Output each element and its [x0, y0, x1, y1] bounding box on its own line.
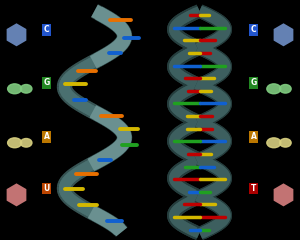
Polygon shape: [274, 23, 293, 46]
Polygon shape: [7, 183, 26, 206]
Ellipse shape: [8, 138, 22, 148]
Text: G: G: [250, 78, 256, 87]
Polygon shape: [7, 23, 26, 46]
Text: A: A: [44, 132, 50, 141]
Ellipse shape: [267, 138, 281, 148]
Ellipse shape: [280, 84, 291, 93]
Ellipse shape: [280, 138, 291, 147]
Text: C: C: [44, 25, 49, 35]
Ellipse shape: [267, 84, 281, 94]
Ellipse shape: [20, 138, 32, 147]
Text: T: T: [251, 184, 256, 193]
Text: C: C: [251, 25, 256, 35]
Text: G: G: [44, 78, 50, 87]
Ellipse shape: [8, 84, 22, 94]
Text: A: A: [250, 132, 256, 141]
Polygon shape: [274, 183, 293, 206]
Text: U: U: [44, 184, 50, 193]
Ellipse shape: [20, 84, 32, 93]
